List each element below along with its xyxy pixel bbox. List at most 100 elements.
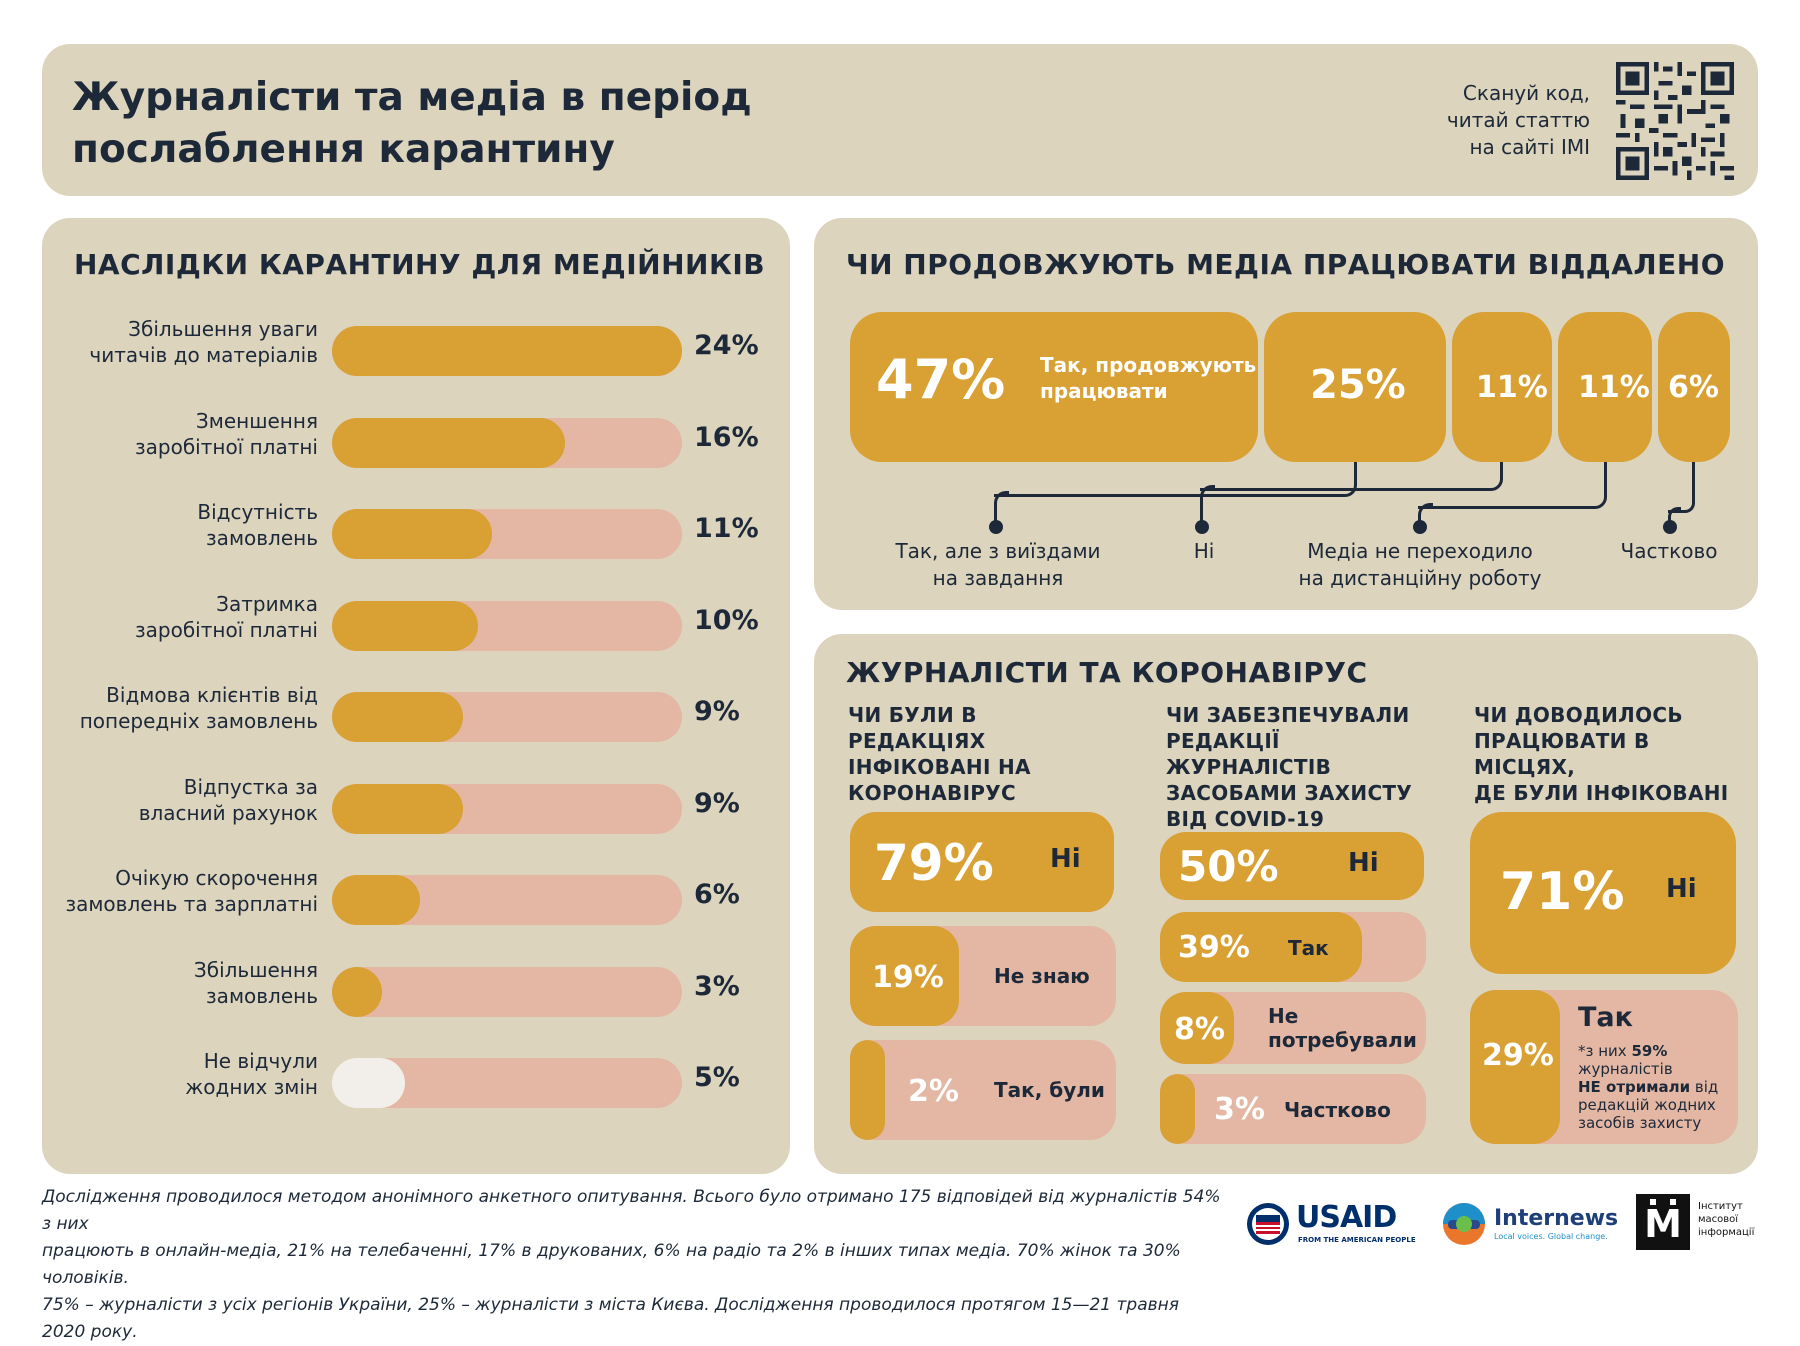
imi-name-1: Інститут — [1698, 1201, 1743, 1212]
bar-mark — [332, 783, 464, 834]
c2-row-yes-label: Так — [1288, 936, 1329, 960]
internews-tagline: Local voices. Global change. — [1494, 1232, 1608, 1241]
bar-category-line: Збільшення уваги — [128, 317, 318, 341]
remote-box-yes: 47% Так, продовжують працювати — [850, 312, 1258, 462]
c2-row-notneeded-label-1: Не — [1268, 1004, 1299, 1028]
bar-mark — [332, 692, 464, 742]
c1-row-no: 79% Ні — [850, 812, 1114, 912]
bar-value-label: 3% — [694, 970, 740, 1002]
bar-category-line: заробітної платні — [135, 434, 318, 459]
bar-track — [332, 417, 682, 468]
consequences-panel: НАСЛІДКИ КАРАНТИНУ ДЛЯ МЕДІЙНИКІВ Збільш… — [42, 218, 790, 1174]
bar-category-label: Затримка заробітної платні — [58, 591, 318, 643]
title-line-1: Журналісти та медіа в період — [72, 75, 752, 120]
c2-row-partial: 3% Частково — [1160, 1074, 1426, 1144]
c2-row-notneeded-value: 8% — [1174, 1012, 1225, 1047]
bar-mark — [332, 417, 566, 468]
imi-logo[interactable]: М Інститут масової інформації — [1636, 1194, 1756, 1252]
c3-row-yes-value: 29% — [1482, 1038, 1554, 1073]
remote-box-yes-label-2: працювати — [1040, 379, 1168, 403]
remote-box-partial-value: 6% — [1668, 370, 1719, 405]
remote-box-yes-value: 47% — [876, 348, 1006, 411]
bar-row: Зменшення заробітної платні 16% — [42, 402, 790, 482]
bar-category-line: Не відчули — [203, 1049, 318, 1073]
c1-row-no-fill — [850, 812, 1114, 912]
remote-label-no-transition: Медіа не переходило на дистанційну робот… — [1294, 538, 1546, 592]
remote-work-panel: ЧИ ПРОДОВЖУЮТЬ МЕДІА ПРАЦЮВАТИ ВІДДАЛЕНО… — [814, 218, 1758, 610]
bar-value-label: 16% — [694, 421, 759, 453]
c1-row-dontknow: 19% Не знаю — [850, 926, 1116, 1026]
qr-code-icon[interactable] — [1616, 62, 1734, 180]
remote-label-trips: Так, але з виїздами на завдання — [870, 538, 1126, 592]
c1-row-dontknow-label: Не знаю — [994, 964, 1090, 988]
covid-question-2: ЧИ ЗАБЕЗПЕЧУВАЛИ РЕДАКЦІЇ ЖУРНАЛІСТІВ ЗА… — [1166, 702, 1446, 832]
covid-q1-line-3: КОРОНАВІРУС — [848, 781, 1016, 805]
bar-category-line: власний рахунок — [138, 800, 318, 825]
bar-track — [332, 1058, 682, 1108]
bar-category-label: Відсутність замовлень — [58, 499, 318, 551]
remote-box-partial: 6% — [1658, 312, 1730, 462]
leader-trips-b — [994, 491, 1009, 528]
c2-row-notneeded-label-2: потребували — [1268, 1028, 1417, 1052]
imi-name-2: масової — [1698, 1214, 1739, 1225]
bar-category-label: Зменшення заробітної платні — [58, 408, 318, 460]
c2-row-partial-fill — [1160, 1074, 1195, 1144]
c3-row-no-value: 71% — [1500, 862, 1625, 922]
bar-category-label: Відпустка за власний рахунок — [58, 774, 318, 826]
c3-note-prefix: *з них — [1578, 1042, 1632, 1060]
remote-label-no: Ні — [1193, 539, 1215, 563]
covid-q1-line-1: ЧИ БУЛИ В РЕДАКЦІЯХ — [848, 703, 986, 753]
bar-category-label: Збільшення замовлень — [58, 957, 318, 1009]
consequences-title: НАСЛІДКИ КАРАНТИНУ ДЛЯ МЕДІЙНИКІВ — [74, 248, 766, 281]
bar-category-label: Відмова клієнтів від попередніх замовлень — [58, 682, 318, 734]
remote-work-title: ЧИ ПРОДОВЖУЮТЬ МЕДІА ПРАЦЮВАТИ ВІДДАЛЕНО — [846, 248, 1726, 281]
covid-q3-line-2: ПРАЦЮВАТИ В МІСЦЯХ, — [1474, 729, 1650, 779]
bar-row: Відпустка за власний рахунок 9% — [42, 768, 790, 848]
c3-note-line-5: засобів захисту — [1578, 1114, 1702, 1132]
remote-box-trips: 25% — [1264, 312, 1446, 462]
c2-row-notneeded-fill — [1160, 992, 1234, 1064]
bar-row: Відмова клієнтів від попередніх замовлень… — [42, 676, 790, 756]
c1-row-yes-value: 2% — [908, 1074, 959, 1109]
c3-note-line-1: *з них 59% — [1578, 1042, 1728, 1060]
imi-mark: М — [1636, 1194, 1690, 1250]
bar-track — [332, 783, 682, 834]
bar-value-label: 24% — [694, 330, 759, 361]
covid-q3-line-3: ДЕ БУЛИ ІНФІКОВАНІ — [1474, 781, 1729, 805]
header-panel: Журналісти та медіа в період послаблення… — [42, 44, 1758, 196]
covid-q2-line-2: РЕДАКЦІЇ ЖУРНАЛІСТІВ — [1166, 729, 1332, 779]
covid-question-3: ЧИ ДОВОДИЛОСЬ ПРАЦЮВАТИ В МІСЦЯХ, ДЕ БУЛ… — [1474, 702, 1744, 806]
remote-label-trips-1: Так, але з виїздами — [895, 539, 1101, 563]
scan-line-1: Сканyй код, — [1462, 81, 1590, 105]
covid-question-1: ЧИ БУЛИ В РЕДАКЦІЯХ ІНФІКОВАНІ НА КОРОНА… — [848, 702, 1108, 806]
covid-q3-line-1: ЧИ ДОВОДИЛОСЬ — [1474, 703, 1683, 727]
scan-line-2: читай статтю — [1446, 108, 1590, 132]
covid-q2-line-4: ВІД COVID-19 — [1166, 807, 1325, 831]
bar-mark — [332, 1058, 405, 1108]
imi-name-3: інформації — [1698, 1227, 1755, 1238]
leader-partial-b — [1668, 507, 1681, 528]
c3-row-yes-fill — [1470, 990, 1560, 1144]
c2-row-no-fill — [1160, 832, 1424, 900]
internews-globe-icon — [1443, 1203, 1485, 1245]
imi-dot-right-icon — [1670, 1199, 1676, 1205]
internews-logo[interactable]: Internews Local voices. Global change. — [1442, 1198, 1618, 1248]
remote-box-no: 11% — [1452, 312, 1552, 462]
bar-category-line: Збільшення — [193, 957, 318, 982]
c2-row-no-label: Ні — [1348, 848, 1379, 878]
leader-partial-a — [1668, 462, 1695, 513]
bar-mark — [332, 966, 382, 1017]
covid-title: ЖУРНАЛІСТИ ТА КОРОНАВІРУС — [846, 656, 1368, 689]
bar-row: Збільшення замовлень 3% — [42, 951, 790, 1031]
bar-category-line: заробітної платні — [135, 617, 318, 642]
bar-value-label: 10% — [694, 604, 759, 636]
covid-q1-line-2: ІНФІКОВАНІ НА — [848, 755, 1031, 779]
internews-wordmark: Internews — [1494, 1206, 1619, 1231]
c2-row-no-value: 50% — [1178, 842, 1279, 891]
bar-category-label: Збільшення уваги читачів до матеріалів — [58, 316, 318, 368]
usaid-logo[interactable]: USAID FROM THE AMERICAN PEOPLE — [1246, 1196, 1416, 1250]
leader-no-transition-dot — [1413, 520, 1427, 534]
c1-row-dontknow-fill — [850, 926, 959, 1026]
imi-dot-left-icon — [1650, 1199, 1656, 1205]
c2-row-notneeded-label: Не потребували — [1268, 1004, 1417, 1052]
